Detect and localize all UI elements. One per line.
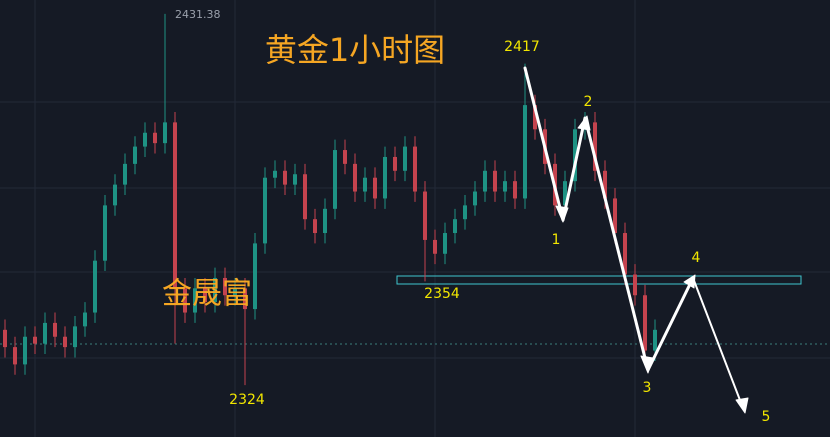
candle-body <box>373 177 377 199</box>
support-zone <box>396 275 802 285</box>
candle-body <box>123 163 127 185</box>
candle-body <box>183 288 187 313</box>
candle-body <box>513 181 517 199</box>
price-label: 2354 <box>424 286 460 302</box>
candle-body <box>563 181 567 206</box>
candle-body <box>353 163 357 192</box>
candle-body <box>13 347 17 365</box>
candle-body <box>343 150 347 164</box>
candle-body <box>503 181 507 192</box>
candle-body <box>153 132 157 144</box>
candle-body <box>53 322 57 337</box>
candle-body <box>643 295 647 351</box>
price-label: 2324 <box>229 392 265 408</box>
candle-body <box>263 177 267 244</box>
candle-body <box>223 277 227 296</box>
candle-body <box>173 122 177 289</box>
candle-body <box>233 288 237 296</box>
wave-label: 1 <box>552 232 561 248</box>
candle-body <box>293 174 297 185</box>
candle-body <box>3 329 7 348</box>
candle-body <box>213 277 217 303</box>
candle-body <box>633 274 637 296</box>
watermark: 金晟富 <box>162 277 252 312</box>
candle-body <box>33 336 37 344</box>
candle-body <box>403 146 407 171</box>
wave-arrows <box>523 66 749 414</box>
candle-body <box>443 233 447 254</box>
candle-body <box>393 156 397 171</box>
candle-body <box>273 170 277 178</box>
candle-body <box>603 170 607 199</box>
price-label: 2431.38 <box>175 8 221 21</box>
candle-body <box>573 129 577 182</box>
candle-body <box>533 105 537 130</box>
candle-body <box>133 146 137 164</box>
candle-body <box>433 239 437 254</box>
candle-body <box>43 322 47 344</box>
candle-body <box>613 198 617 234</box>
candle-body <box>303 174 307 220</box>
candle-body <box>143 132 147 147</box>
candle-body <box>23 336 27 365</box>
candle-body <box>523 105 527 199</box>
candles <box>3 13 657 386</box>
candle-body <box>413 146 417 192</box>
candle-body <box>63 336 67 348</box>
wave-label: 5 <box>762 409 771 425</box>
candle-body <box>283 170 287 185</box>
candle-body <box>383 156 387 199</box>
candle-body <box>313 219 317 234</box>
candle-body <box>473 191 477 206</box>
candle-body <box>423 191 427 240</box>
candle-body <box>333 150 337 209</box>
candle-body <box>483 170 487 192</box>
candle-body <box>83 312 87 327</box>
price-label: 2417 <box>504 39 540 55</box>
candle-body <box>253 243 257 310</box>
candle-body <box>203 288 207 303</box>
candle-body <box>593 122 597 171</box>
candle-body <box>653 329 657 351</box>
candle-body <box>493 170 497 192</box>
candle-body <box>103 205 107 261</box>
chart-title: 黄金1小时图 <box>265 31 445 69</box>
candle-body <box>363 177 367 192</box>
candle-body <box>113 184 117 206</box>
candle-body <box>323 208 327 234</box>
candle-body <box>163 122 167 144</box>
candle-body <box>193 288 197 313</box>
wave-label: 4 <box>692 250 701 266</box>
candle-body <box>453 219 457 234</box>
candle-body <box>93 260 97 313</box>
candle-body <box>73 326 77 348</box>
candle-body <box>463 205 467 220</box>
wave-label: 3 <box>643 380 652 396</box>
candle-body <box>623 233 627 275</box>
candle-body <box>243 288 247 310</box>
wave-label: 2 <box>584 94 593 110</box>
